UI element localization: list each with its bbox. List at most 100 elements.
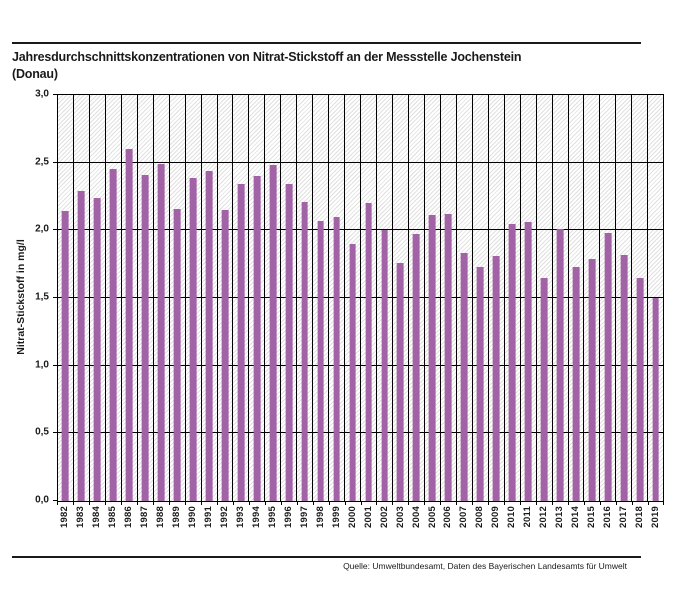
- x-label-cell-1983: 1983: [73, 506, 89, 539]
- x-tick-label-1995: 1995: [266, 506, 278, 528]
- x-tick-label-2018: 2018: [634, 506, 646, 528]
- year-cell-2014: [569, 95, 585, 501]
- x-label-cell-2012: 2012: [536, 506, 552, 539]
- y-tick-mark: [53, 500, 57, 501]
- year-cell-1983: [74, 95, 90, 501]
- year-cell-2017: [616, 95, 633, 501]
- x-label-cell-1988: 1988: [153, 506, 169, 539]
- year-cell-2019: [648, 95, 663, 501]
- x-label-cell-1992: 1992: [217, 506, 233, 539]
- bar-1987: [141, 174, 149, 501]
- x-label-cell-1985: 1985: [105, 506, 121, 539]
- y-tick-mark: [53, 161, 57, 163]
- x-tick-label-1991: 1991: [202, 506, 214, 528]
- x-label-cell-1995: 1995: [265, 506, 281, 539]
- year-cell-1998: [313, 95, 330, 501]
- x-tick-label-1985: 1985: [107, 506, 119, 528]
- year-cell-1997: [297, 95, 314, 501]
- y-tick-label-1,0: 1,0: [35, 359, 49, 371]
- year-cell-1982: [58, 95, 74, 501]
- bar-1986: [125, 149, 133, 501]
- y-tick-label-3,0: 3,0: [35, 88, 49, 100]
- x-tick-mark: [120, 501, 122, 505]
- y-tick-mark: [53, 94, 57, 95]
- x-tick-label-2019: 2019: [650, 506, 662, 528]
- bar-1993: [237, 184, 245, 501]
- x-label-cell-2008: 2008: [472, 506, 488, 539]
- chart-title-line1: Jahresdurchschnittskonzentrationen von N…: [12, 50, 522, 64]
- x-label-cell-2004: 2004: [408, 506, 424, 539]
- year-cell-1992: [218, 95, 234, 501]
- bar-2008: [476, 266, 484, 501]
- x-label-cell-2018: 2018: [632, 506, 648, 539]
- year-cell-2015: [584, 95, 601, 501]
- year-cell-1984: [90, 95, 106, 501]
- x-tick-mark: [136, 501, 138, 505]
- y-tick-label-0,0: 0,0: [35, 494, 49, 506]
- x-tick-label-2008: 2008: [474, 506, 486, 528]
- x-tick-label-1984: 1984: [91, 506, 103, 528]
- source-note: Quelle: Umweltbundesamt, Daten des Bayer…: [343, 561, 627, 571]
- x-tick-mark: [392, 501, 394, 505]
- x-tick-label-2012: 2012: [538, 506, 550, 528]
- y-tick-mark: [53, 229, 57, 231]
- bar-2017: [620, 254, 628, 501]
- year-cell-1987: [138, 95, 154, 501]
- x-tick-label-2006: 2006: [442, 506, 454, 528]
- year-cell-2004: [409, 95, 425, 501]
- bar-2009: [492, 256, 500, 501]
- bar-2018: [636, 277, 644, 501]
- year-cell-2018: [632, 95, 649, 501]
- x-tick-mark: [328, 501, 330, 505]
- x-tick-label-1988: 1988: [155, 506, 167, 528]
- x-tick-mark: [648, 501, 650, 505]
- x-tick-mark: [232, 501, 234, 505]
- x-tick-label-2009: 2009: [490, 506, 502, 528]
- x-label-cell-1996: 1996: [281, 506, 297, 539]
- x-label-cell-2005: 2005: [424, 506, 440, 539]
- y-tick-label-1,5: 1,5: [35, 291, 49, 303]
- x-label-cell-2011: 2011: [520, 506, 536, 539]
- year-cell-1994: [249, 95, 266, 501]
- x-tick-label-1982: 1982: [59, 506, 71, 528]
- bar-2006: [444, 214, 452, 501]
- bar-2003: [397, 262, 404, 501]
- x-tick-label-1990: 1990: [186, 506, 198, 528]
- x-tick-mark: [344, 501, 346, 505]
- bar-1995: [269, 165, 277, 501]
- bar-1994: [253, 176, 261, 501]
- x-tick-label-1992: 1992: [218, 506, 230, 528]
- x-label-cell-2014: 2014: [568, 506, 584, 539]
- y-tick-mark: [53, 364, 57, 366]
- x-tick-mark: [88, 501, 90, 505]
- x-tick-label-2016: 2016: [602, 506, 614, 528]
- y-tick-mark: [53, 297, 57, 298]
- year-cell-1993: [233, 95, 250, 501]
- x-tick-label-1996: 1996: [282, 506, 294, 528]
- x-tick-mark: [280, 501, 282, 505]
- x-tick-label-1993: 1993: [234, 506, 246, 528]
- bar-2005: [429, 215, 436, 501]
- bar-1989: [173, 208, 181, 501]
- x-tick-mark: [600, 501, 602, 505]
- x-tick-mark: [360, 501, 362, 505]
- x-tick-mark: [184, 501, 186, 505]
- x-tick-mark: [248, 501, 250, 505]
- x-label-cell-1994: 1994: [249, 506, 265, 539]
- x-label-cell-1986: 1986: [121, 506, 137, 539]
- x-tick-mark: [520, 501, 522, 505]
- x-label-cell-1999: 1999: [328, 506, 344, 539]
- x-tick-mark: [216, 501, 218, 505]
- year-cell-2011: [521, 95, 537, 501]
- x-tick-mark: [552, 501, 554, 505]
- year-cell-1986: [122, 95, 138, 501]
- x-label-cell-2002: 2002: [376, 506, 392, 539]
- bar-2016: [604, 233, 612, 501]
- year-cell-1995: [265, 95, 282, 501]
- bar-2010: [508, 223, 516, 501]
- x-tick-mark: [663, 501, 664, 505]
- year-cell-2012: [537, 95, 553, 501]
- x-tick-mark: [264, 501, 266, 505]
- y-axis-title: Nitrat-Stickstoff in mg/l: [15, 239, 27, 355]
